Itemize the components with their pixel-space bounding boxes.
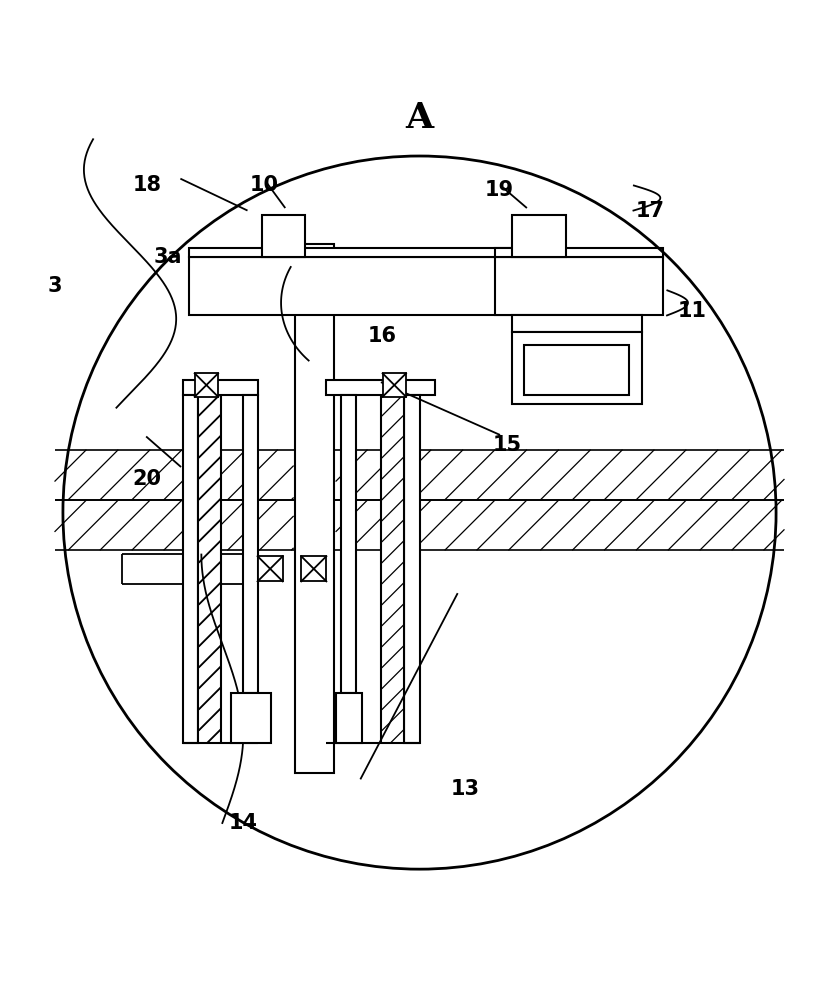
Text: 16: 16 [367, 326, 396, 346]
Text: 19: 19 [485, 180, 513, 200]
Bar [189, 257, 537, 315]
Bar [512, 215, 566, 257]
Bar [50, 500, 789, 550]
Bar [326, 380, 435, 395]
Bar [495, 248, 663, 257]
Bar [512, 315, 642, 332]
Text: 14: 14 [229, 813, 258, 833]
Text: 18: 18 [133, 175, 161, 195]
Text: 13: 13 [451, 779, 480, 799]
Bar [195, 373, 218, 397]
Bar [50, 450, 789, 500]
Bar [404, 395, 420, 743]
Text: 11: 11 [678, 301, 706, 321]
Bar [243, 395, 258, 693]
Bar [341, 395, 356, 693]
Text: A: A [405, 101, 434, 135]
Text: 10: 10 [250, 175, 279, 195]
Bar [301, 556, 326, 581]
Bar [183, 380, 258, 395]
Bar [262, 215, 305, 257]
Bar [295, 244, 334, 773]
Text: 20: 20 [133, 469, 161, 489]
Text: 17: 17 [636, 201, 664, 221]
Bar [495, 257, 663, 315]
Bar [258, 556, 283, 581]
Bar [189, 248, 537, 257]
Bar [336, 693, 362, 743]
Bar [512, 332, 642, 404]
Bar [524, 345, 629, 395]
Bar [231, 693, 271, 743]
Text: 15: 15 [493, 435, 522, 455]
Bar [198, 395, 221, 743]
Bar [383, 373, 406, 397]
Bar [381, 395, 404, 743]
Text: 3a: 3a [154, 247, 182, 267]
Bar [183, 395, 198, 743]
Text: 3: 3 [47, 276, 62, 296]
